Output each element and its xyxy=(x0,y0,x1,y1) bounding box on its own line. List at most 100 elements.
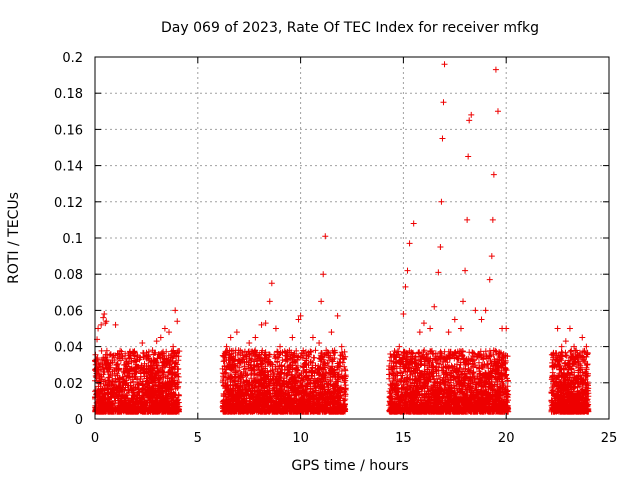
y-tick-label: 0.06 xyxy=(54,304,83,319)
data-point xyxy=(157,334,164,341)
y-tick-label: 0.08 xyxy=(54,268,83,283)
data-point xyxy=(252,334,259,341)
data-point xyxy=(427,325,434,332)
data-point xyxy=(297,312,304,319)
data-point xyxy=(126,370,133,377)
data-point xyxy=(406,240,413,247)
data-point xyxy=(486,276,493,283)
data-point xyxy=(303,352,310,359)
data-point xyxy=(492,66,499,73)
data-point xyxy=(309,334,316,341)
data-point xyxy=(404,267,411,274)
data-point xyxy=(416,329,423,336)
data-point xyxy=(108,388,115,395)
data-points xyxy=(94,61,590,395)
data-point xyxy=(490,171,497,178)
data-point xyxy=(223,343,230,350)
data-point xyxy=(566,325,573,332)
data-point xyxy=(334,312,341,319)
data-point xyxy=(320,271,327,278)
data-point xyxy=(583,343,590,350)
data-point xyxy=(488,253,495,260)
data-point xyxy=(451,316,458,323)
x-tick-label: 25 xyxy=(601,431,618,446)
data-point xyxy=(104,361,111,368)
data-point xyxy=(402,283,409,290)
data-point xyxy=(464,216,471,223)
y-tick-label: 0 xyxy=(75,413,83,428)
y-axis-label: ROTI / TECUs xyxy=(6,192,22,284)
data-point xyxy=(139,339,146,346)
data-point xyxy=(96,370,103,377)
data-point xyxy=(316,339,323,346)
data-point xyxy=(400,311,407,318)
dense-points xyxy=(92,347,592,415)
x-tick-label: 20 xyxy=(498,431,515,446)
y-tick-label: 0.14 xyxy=(54,160,83,175)
chart-title: Day 069 of 2023, Rate Of TEC Index for r… xyxy=(161,20,539,36)
data-point xyxy=(441,61,448,68)
data-point xyxy=(338,343,345,350)
data-point xyxy=(100,314,107,321)
data-point xyxy=(103,318,110,325)
data-point xyxy=(233,329,240,336)
data-point xyxy=(482,307,489,314)
y-tick-label: 0.1 xyxy=(62,232,83,247)
data-point xyxy=(116,350,123,357)
y-tick-label: 0.12 xyxy=(54,196,83,211)
data-point xyxy=(466,117,473,124)
data-point xyxy=(258,321,265,328)
x-tick-label: 0 xyxy=(91,431,99,446)
data-point xyxy=(227,334,234,341)
data-point xyxy=(322,233,329,240)
data-point xyxy=(410,220,417,227)
y-tick-label: 0.04 xyxy=(54,341,83,356)
data-point xyxy=(266,298,273,305)
data-point xyxy=(396,343,403,350)
y-tick-label: 0.16 xyxy=(54,123,83,138)
x-tick-labels: 0 5 10 15 20 25 xyxy=(91,431,617,446)
data-point xyxy=(550,352,557,359)
y-tick-label: 0.18 xyxy=(54,87,83,102)
data-point xyxy=(558,343,565,350)
x-tick-label: 5 xyxy=(194,431,202,446)
data-point xyxy=(431,303,438,310)
data-point xyxy=(420,320,427,327)
data-point xyxy=(122,365,129,372)
data-point xyxy=(170,343,177,350)
data-point xyxy=(437,244,444,251)
data-point xyxy=(246,339,253,346)
data-point xyxy=(503,325,510,332)
data-point xyxy=(462,267,469,274)
data-point xyxy=(465,153,472,160)
grid xyxy=(95,57,609,419)
data-point xyxy=(149,347,156,354)
y-tick-labels: 0 0.02 0.04 0.06 0.08 0.1 0.12 0.14 0.16 0.18 0.2 xyxy=(54,51,83,428)
data-point xyxy=(112,321,119,328)
data-point xyxy=(435,269,442,276)
data-point xyxy=(460,298,467,305)
x-axis-label: GPS time / hours xyxy=(291,458,408,474)
data-point xyxy=(268,280,275,287)
data-point xyxy=(489,216,496,223)
data-point xyxy=(289,334,296,341)
x-tick-label: 10 xyxy=(292,431,309,446)
data-point xyxy=(554,325,561,332)
data-point xyxy=(101,311,108,318)
data-point xyxy=(161,325,168,332)
y-tick-label: 0.02 xyxy=(54,377,83,392)
data-point xyxy=(439,135,446,142)
data-point xyxy=(478,316,485,323)
data-point xyxy=(174,318,181,325)
data-point xyxy=(390,370,397,377)
axis-ticks xyxy=(94,56,610,420)
data-point xyxy=(153,338,160,345)
data-point xyxy=(172,307,179,314)
data-point xyxy=(262,320,269,327)
data-point xyxy=(562,338,569,345)
y-tick-label: 0.2 xyxy=(62,51,83,66)
data-point xyxy=(440,99,447,106)
data-point xyxy=(472,307,479,314)
data-point xyxy=(283,352,290,359)
